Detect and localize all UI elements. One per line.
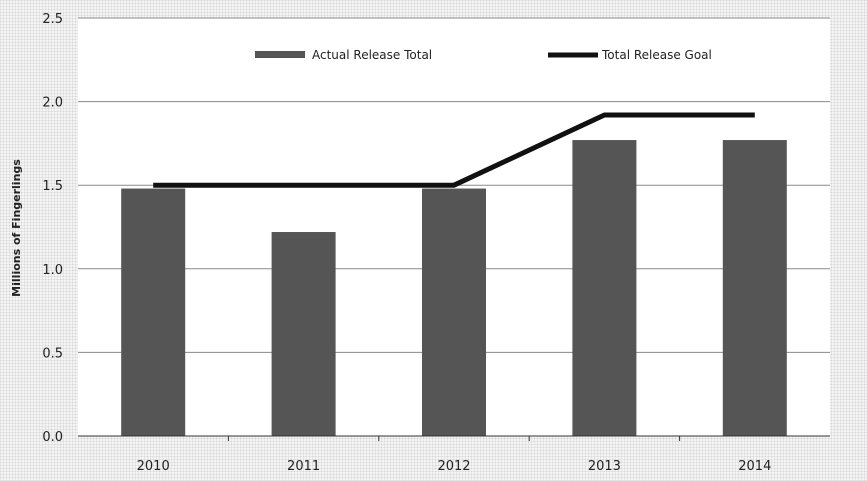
y-tick-labels: 0.0 0.5 1.0 1.5 2.0 2.5	[42, 12, 63, 445]
y-tick-label: 0.0	[42, 430, 63, 445]
y-tick-label: 2.0	[42, 96, 63, 111]
y-axis-title: Millions of Fingerlings	[10, 159, 23, 297]
bar-2013	[572, 140, 637, 436]
bar-2010	[121, 188, 186, 436]
legend-swatch-bar	[255, 51, 305, 58]
x-tick-label: 2011	[287, 459, 320, 474]
y-tick-label: 0.5	[42, 346, 63, 361]
x-tick-labels: 2010 2011 2012 2013 2014	[137, 436, 771, 474]
y-tick-label: 1.5	[42, 179, 63, 194]
x-tick-label: 2010	[137, 459, 170, 474]
y-tick-label: 1.0	[42, 263, 63, 278]
bar-2012	[422, 188, 486, 436]
y-tick-label: 2.5	[42, 12, 63, 27]
bars	[121, 140, 787, 436]
x-tick-label: 2013	[588, 459, 621, 474]
bar-2014	[722, 140, 787, 436]
bar-2011	[271, 232, 336, 436]
x-tick-label: 2012	[437, 459, 470, 474]
x-tick-label: 2014	[738, 459, 771, 474]
legend: Actual Release Total Total Release Goal	[255, 48, 712, 62]
goal-line	[153, 112, 755, 188]
legend-label-goal: Total Release Goal	[601, 48, 712, 62]
legend-label-actual: Actual Release Total	[312, 48, 432, 62]
